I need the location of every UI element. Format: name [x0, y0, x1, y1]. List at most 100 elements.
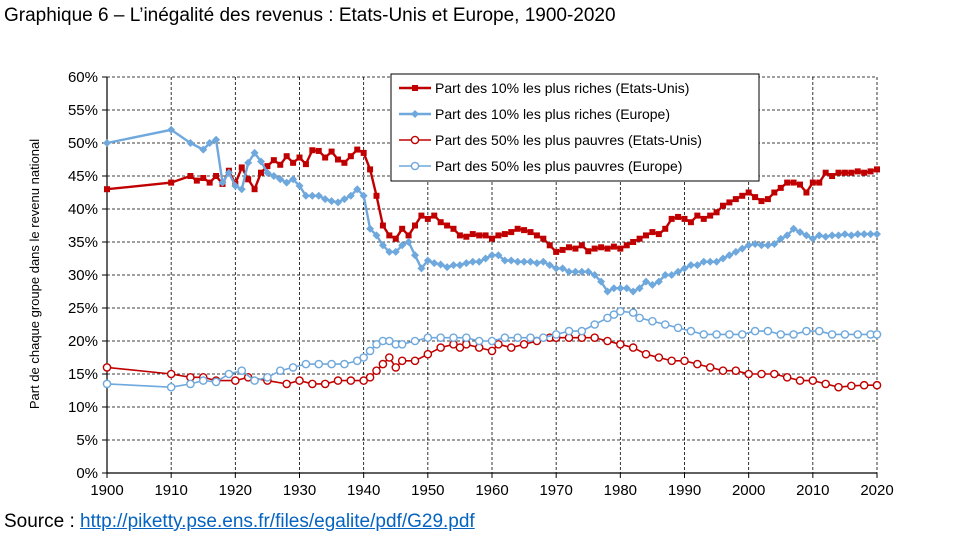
data-point: [751, 239, 760, 248]
data-point: [661, 271, 670, 279]
data-point: [436, 333, 445, 343]
data-point: [346, 191, 355, 200]
y-tick-label: 20%: [68, 333, 98, 350]
data-point: [527, 229, 534, 236]
data-point: [603, 336, 612, 346]
data-point: [809, 179, 816, 186]
data-point: [848, 169, 855, 176]
data-point: [828, 231, 837, 240]
data-point: [622, 284, 631, 293]
data-point: [853, 230, 862, 239]
data-point: [770, 239, 779, 248]
x-tick-label: 1900: [90, 482, 123, 499]
data-point: [840, 330, 850, 339]
data-point: [494, 251, 503, 260]
data-point: [410, 356, 420, 366]
data-point: [590, 320, 599, 329]
data-point: [577, 267, 586, 276]
data-point: [686, 261, 695, 270]
data-point: [814, 326, 824, 336]
x-tick-label: 1920: [219, 482, 252, 499]
x-tick-label: 1910: [154, 482, 187, 499]
legend-item-label: Part des 10% les plus riches (Etats-Unis…: [435, 80, 689, 96]
data-point: [417, 264, 426, 273]
data-point: [629, 287, 638, 296]
data-point: [572, 245, 579, 252]
data-point: [603, 287, 612, 296]
source-link[interactable]: http://piketty.pse.ens.fr/files/egalite/…: [80, 511, 475, 532]
data-point: [616, 284, 625, 293]
data-point: [552, 264, 561, 273]
data-point: [352, 356, 362, 366]
data-point: [680, 264, 689, 273]
data-point: [263, 372, 272, 382]
data-point: [488, 251, 496, 260]
data-point: [649, 229, 656, 236]
data-point: [462, 333, 471, 343]
data-point: [725, 251, 734, 260]
data-point: [526, 333, 535, 343]
data-point: [397, 339, 407, 349]
legend-swatch-marker: [412, 85, 418, 91]
data-point: [347, 153, 354, 160]
data-point: [789, 330, 798, 339]
data-point: [598, 244, 605, 251]
data-point: [166, 382, 176, 392]
data-point: [635, 313, 644, 323]
data-point: [314, 359, 324, 369]
data-point: [237, 366, 247, 376]
data-point: [847, 381, 856, 391]
data-point: [482, 232, 489, 239]
y-tick-label: 30%: [68, 267, 98, 284]
data-point: [597, 277, 606, 286]
data-point: [309, 147, 316, 154]
data-point: [784, 179, 791, 186]
x-tick-label: 2020: [860, 482, 893, 499]
legend-item-label: Part des 50% les plus pauvres (Etats-Uni…: [435, 132, 702, 148]
x-tick-labels: 1900 1910 1920 1930 1940 1950 1960 1970 1980 1990…: [90, 482, 893, 499]
data-point: [487, 336, 497, 346]
data-point: [513, 333, 522, 343]
data-point: [365, 346, 375, 356]
data-point: [808, 376, 818, 385]
data-point: [353, 185, 362, 194]
data-point: [750, 326, 760, 336]
data-point: [763, 241, 772, 250]
data-point: [346, 376, 356, 385]
data-point: [674, 267, 683, 276]
data-point: [776, 234, 785, 243]
source-line: Source : http://piketty.pse.ens.fr/files…: [4, 511, 475, 533]
data-point: [745, 189, 752, 196]
data-point: [686, 326, 696, 336]
data-point: [423, 333, 433, 343]
data-point: [379, 222, 386, 229]
legend-item-label: Part des 10% les plus riches (Europe): [435, 106, 670, 122]
data-point: [840, 230, 849, 239]
data-point: [327, 197, 336, 206]
data-point: [418, 212, 425, 219]
data-point: [744, 369, 753, 379]
data-point: [224, 369, 234, 379]
data-point: [410, 336, 420, 346]
data-point: [636, 235, 643, 242]
data-point: [283, 153, 290, 160]
data-point: [166, 369, 176, 379]
x-tick-label: 2000: [732, 482, 765, 499]
data-point: [617, 245, 624, 252]
data-point: [444, 222, 451, 229]
y-tick-labels: 0% 5% 10% 15% 20% 25% 30% 35% 40% 45% 50% 55% 60%: [68, 69, 98, 482]
data-point: [359, 191, 368, 200]
data-point: [238, 164, 245, 171]
data-point: [609, 284, 618, 293]
y-tick-label: 25%: [68, 300, 98, 317]
data-point: [821, 232, 830, 241]
data-point: [328, 148, 335, 155]
x-tick-label: 2010: [796, 482, 829, 499]
data-point: [103, 139, 111, 147]
data-point: [365, 372, 375, 382]
data-point: [815, 231, 824, 240]
data-point: [391, 247, 400, 256]
y-tick-label: 55%: [68, 102, 98, 119]
data-point: [610, 243, 617, 250]
data-point: [359, 376, 368, 385]
